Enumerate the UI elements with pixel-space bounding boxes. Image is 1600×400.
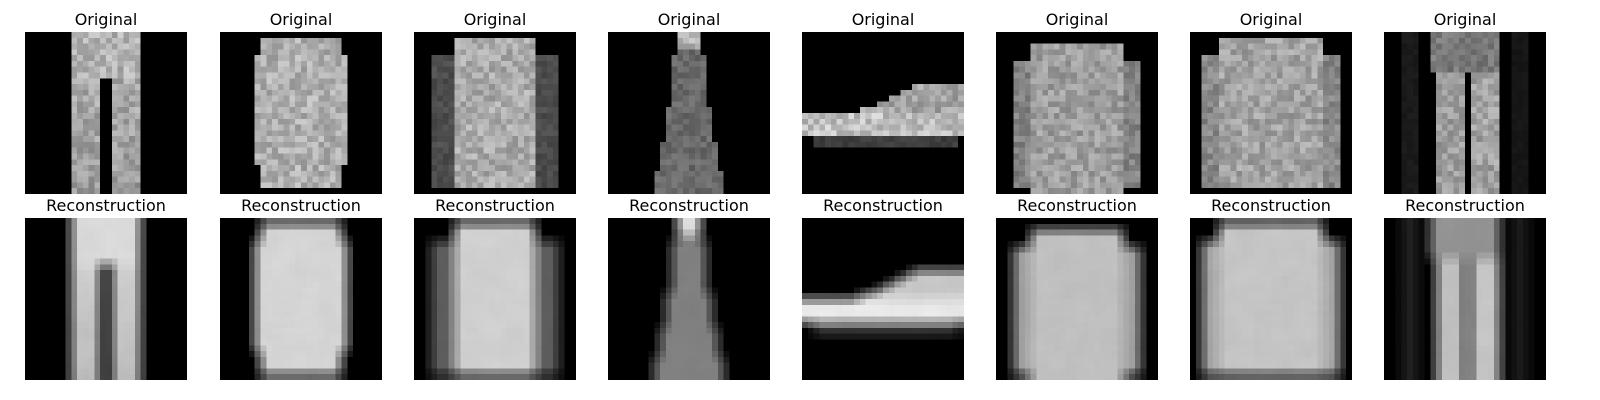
reconstruction-image-dress (220, 218, 382, 380)
panel-title: Original (851, 10, 915, 29)
panel-title: Reconstruction (46, 196, 166, 215)
reconstruction-image-shirt (996, 218, 1158, 380)
original-image-slim-dress (608, 32, 770, 194)
panel-title: Reconstruction (823, 196, 943, 215)
reconstruction-image-slim-dress (608, 218, 770, 380)
original-image-shirt (996, 32, 1158, 194)
panel-title: Original (1045, 10, 1109, 29)
original-image-trousers-dark (1384, 32, 1546, 194)
panel-title: Original (657, 10, 721, 29)
original-image-dress (220, 32, 382, 194)
panel-title: Original (1433, 10, 1497, 29)
original-image-sneaker (802, 32, 964, 194)
reconstruction-image-trousers (25, 218, 187, 380)
reconstruction-image-sneaker (802, 218, 964, 380)
panel-title: Original (74, 10, 138, 29)
original-image-pullover (414, 32, 576, 194)
panel-title: Reconstruction (435, 196, 555, 215)
panel-title: Reconstruction (1211, 196, 1331, 215)
panel-title: Original (1239, 10, 1303, 29)
original-image-jacket (1190, 32, 1352, 194)
panel-title: Original (463, 10, 527, 29)
panel-title: Reconstruction (629, 196, 749, 215)
panel-title: Reconstruction (1405, 196, 1525, 215)
reconstruction-image-jacket (1190, 218, 1352, 380)
original-image-trousers (25, 32, 187, 194)
panel-title: Reconstruction (1017, 196, 1137, 215)
reconstruction-image-pullover (414, 218, 576, 380)
panel-title: Reconstruction (241, 196, 361, 215)
panel-title: Original (269, 10, 333, 29)
reconstruction-image-trousers-dark (1384, 218, 1546, 380)
